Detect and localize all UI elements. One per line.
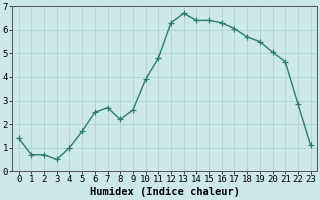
- X-axis label: Humidex (Indice chaleur): Humidex (Indice chaleur): [90, 187, 240, 197]
